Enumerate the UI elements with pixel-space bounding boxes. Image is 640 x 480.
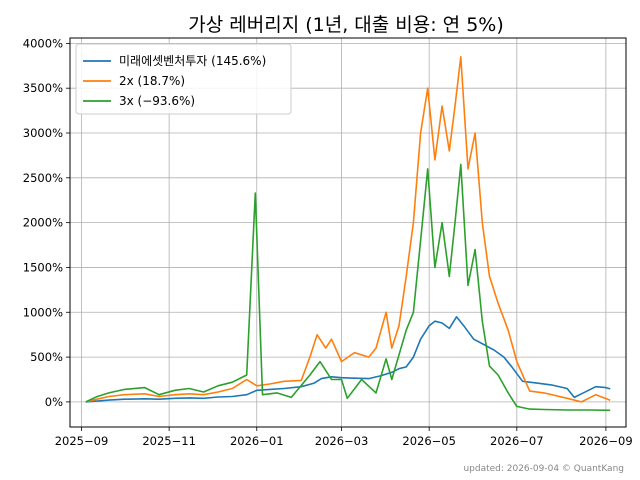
legend-box (75, 43, 292, 115)
y-tick-label: 2500% (23, 171, 63, 185)
x-tick-label: 2026−09 (579, 434, 633, 448)
y-tick-label: 500% (30, 350, 63, 364)
y-tick-label: 1000% (23, 305, 63, 319)
series-layer (85, 56, 611, 412)
x-tick-label: 2026−05 (402, 434, 456, 448)
series-line-2 (85, 56, 611, 403)
chart-title: 가상 레버리지 (1년, 대출 비용: 연 5%) (188, 14, 504, 36)
y-tick-label: 4000% (23, 36, 63, 50)
footer-text: updated: 2026-09-04 © QuantKang (463, 464, 624, 474)
x-tick-label: 2026−03 (315, 434, 369, 448)
y-tick-label: 3500% (23, 81, 63, 95)
plot-frame (69, 37, 627, 428)
y-tick-label: 0% (45, 395, 63, 409)
y-tick-label: 1500% (23, 260, 63, 274)
x-tick-label: 2026−01 (230, 434, 284, 448)
legend-label-3: 3x (−93.6%) (119, 94, 195, 108)
y-tick-label: 2000% (23, 216, 63, 230)
series-line-3 (85, 163, 611, 412)
x-tick-label: 2026−07 (490, 434, 544, 448)
x-tick-label: 2025−11 (142, 434, 196, 448)
ticks: 0% 500% 1000% 1500% 2000% 2500% 3000% 3500% 4000… (23, 36, 633, 448)
legend-label-2: 2x (18.7%) (119, 74, 185, 88)
x-tick-label: 2025−09 (55, 434, 109, 448)
legend-label-1: 미래에셋벤처투자 (145.6%) (119, 54, 266, 68)
legend: 미래에셋벤처투자 (145.6%) 2x (18.7%) 3x (−93.6%) (75, 43, 292, 115)
y-tick-label: 3000% (23, 126, 63, 140)
